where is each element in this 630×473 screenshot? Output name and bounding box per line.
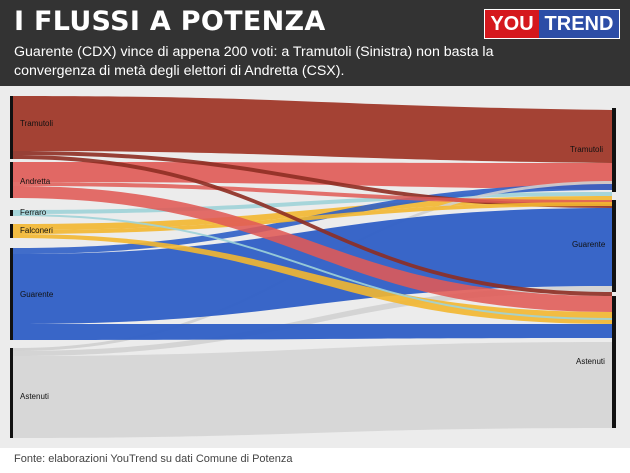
flow-falconeri-to-astenuti <box>13 234 612 324</box>
right-node-label-guarente: Guarente <box>572 240 606 249</box>
flow-andretta-to-astenuti <box>13 186 612 312</box>
left-node-label-andretta: Andretta <box>20 177 51 186</box>
left-node-bar-ferraro <box>10 210 13 216</box>
left-node-label-astenuti: Astenuti <box>20 392 49 401</box>
left-node-bar-tramutoli <box>10 96 13 159</box>
flow-falconeri-to-guarente <box>13 202 612 234</box>
flow-falconeri-to-tramutoli <box>13 196 612 230</box>
sankey-svg <box>10 96 616 438</box>
left-node-label-guarente: Guarente <box>20 290 54 299</box>
sankey-diagram: Tramutoli Andretta Ferraro Falconeri Gua… <box>0 86 630 448</box>
left-node-label-tramutoli: Tramutoli <box>20 119 54 128</box>
left-node-label-ferraro: Ferraro <box>20 208 47 217</box>
right-node-label-tramutoli: Tramutoli <box>570 145 604 154</box>
left-node-bar-astenuti <box>10 348 13 438</box>
flow-andretta-to-tramutoli <box>13 162 612 190</box>
logo-part-2: TREND <box>539 10 619 38</box>
flow-astenuti-to-guarente <box>13 286 612 356</box>
page-subtitle: Guarente (CDX) vince di appena 200 voti:… <box>14 44 494 79</box>
page-title: I FLUSSI A POTENZA <box>14 6 326 37</box>
flow-tramutoli-to-guarente <box>13 151 612 208</box>
source-note: Fonte: elaborazioni YouTrend su dati Com… <box>14 453 293 465</box>
youtrend-logo: YOU TREND <box>484 9 620 39</box>
logo-part-1: YOU <box>485 10 539 38</box>
flow-ferraro-to-astenuti <box>13 214 612 320</box>
flow-tramutoli-to-tramutoli <box>13 96 612 163</box>
right-node-label-astenuti: Astenuti <box>576 357 605 366</box>
right-node-bar-guarente <box>612 200 616 292</box>
left-node-label-falconeri: Falconeri <box>20 226 53 235</box>
flow-guarente-to-astenuti <box>13 324 612 340</box>
header: I FLUSSI A POTENZA Guarente (CDX) vince … <box>0 0 630 86</box>
left-node-bar-andretta <box>10 162 13 198</box>
right-node-bar-astenuti <box>612 296 616 428</box>
right-node-bar-tramutoli <box>612 108 616 192</box>
flow-astenuti-to-astenuti <box>13 342 612 438</box>
flow-tramutoli-to-astenuti <box>13 155 612 296</box>
flow-andretta-to-guarente <box>13 182 612 204</box>
left-node-bar-guarente <box>10 248 13 340</box>
flow-guarente-to-guarente <box>13 208 612 324</box>
left-node-bar-falconeri <box>10 224 13 238</box>
